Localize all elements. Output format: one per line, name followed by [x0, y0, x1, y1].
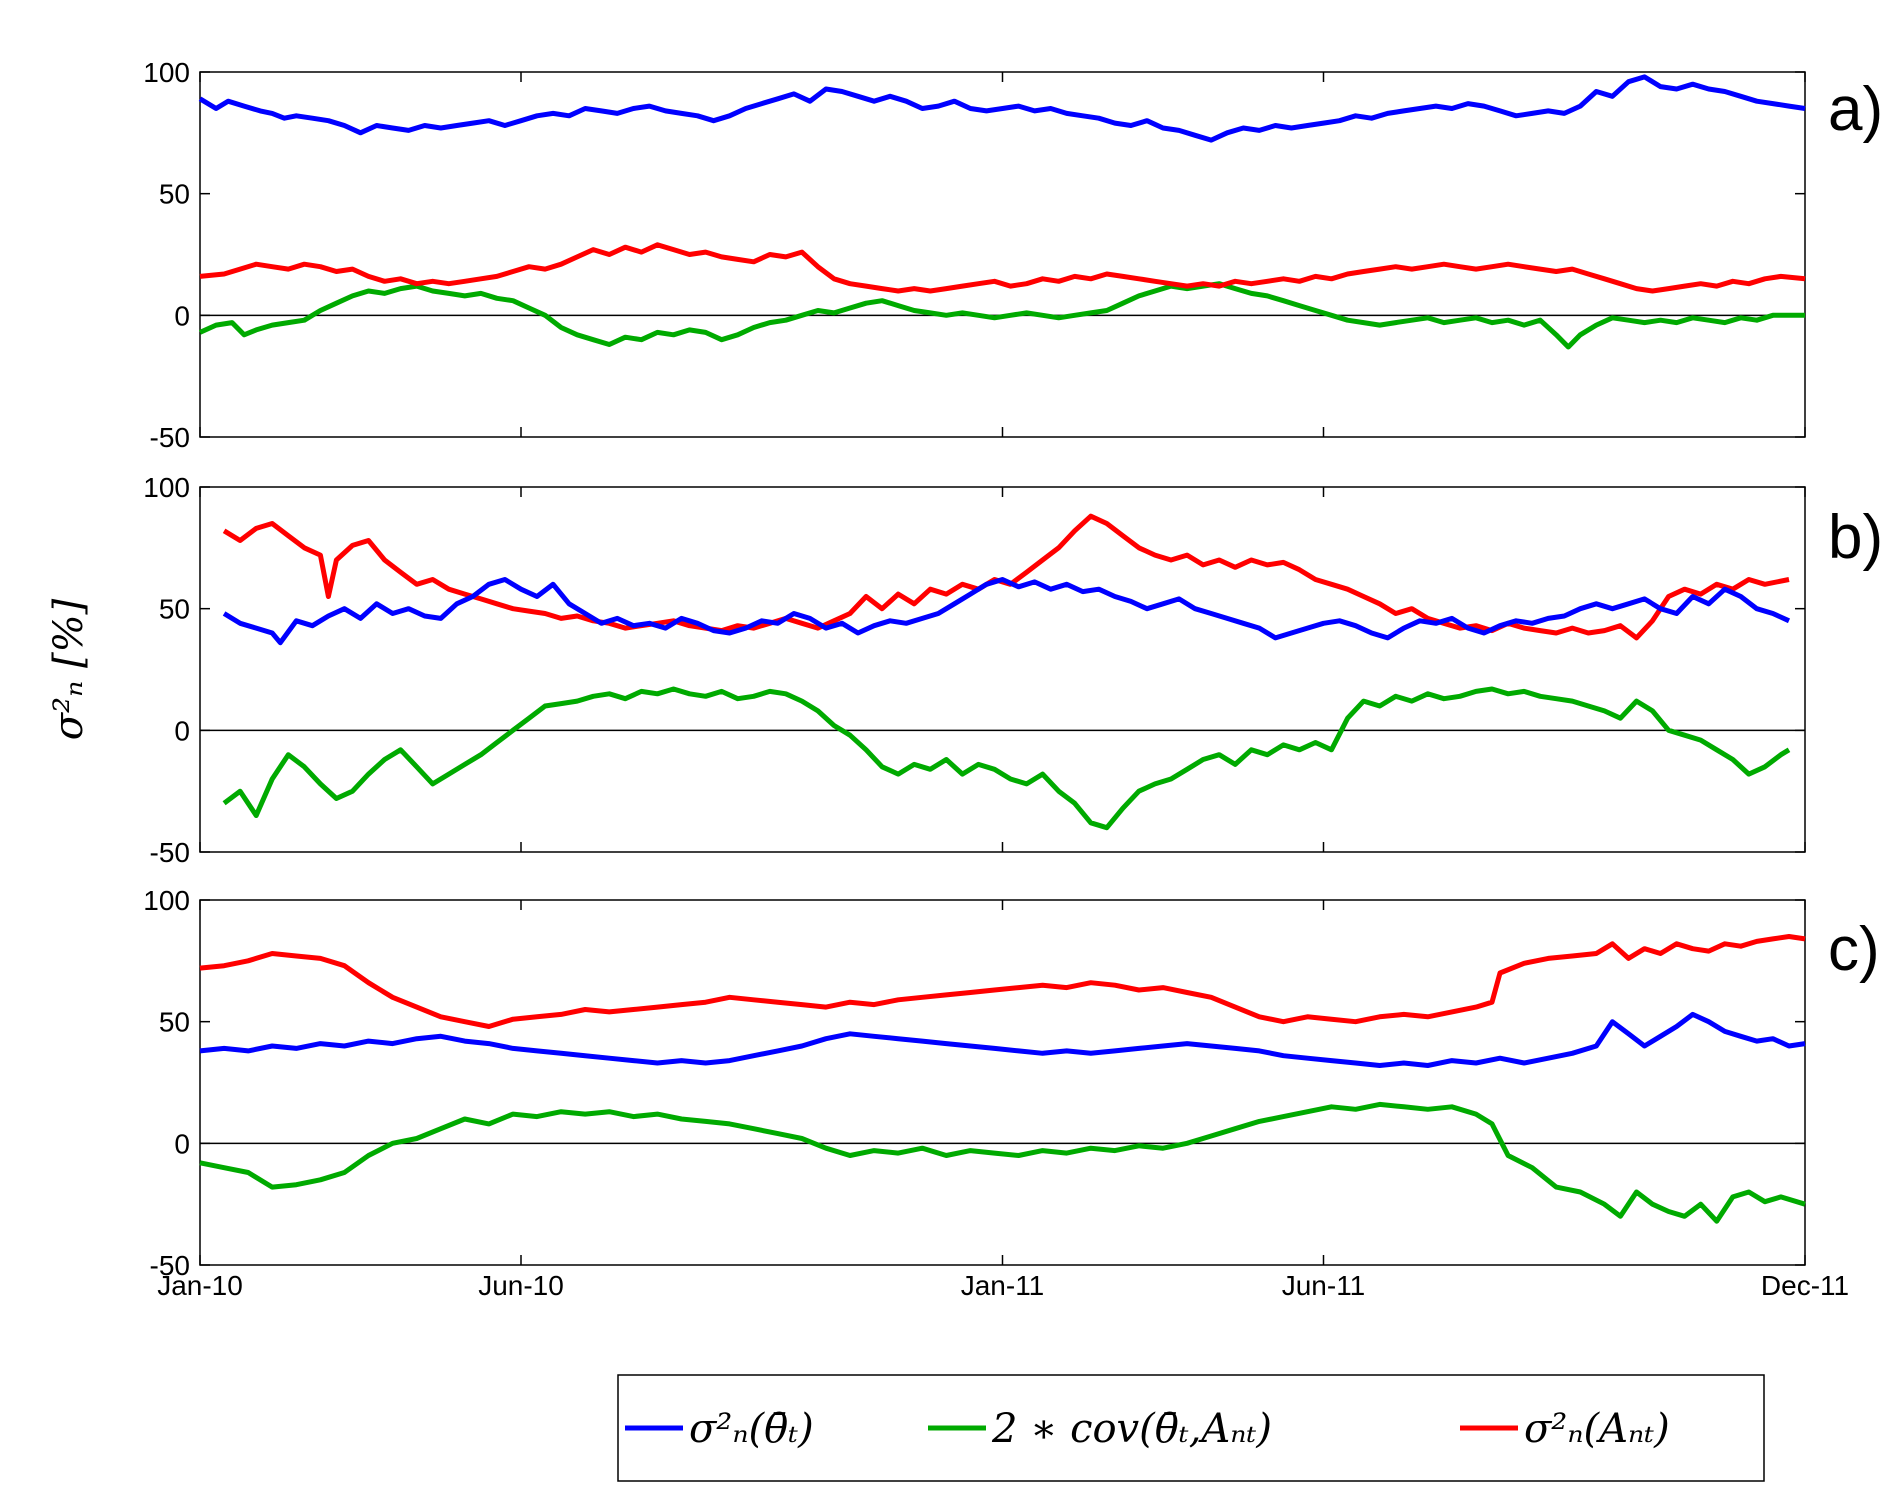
- x-tick-label: Jan-10: [157, 1270, 243, 1301]
- y-tick-label: 50: [159, 1007, 190, 1038]
- y-tick-label: 50: [159, 179, 190, 210]
- series-line-var-A: [199, 242, 1806, 294]
- y-axis-label: σ²ₙ [%]: [46, 598, 92, 740]
- series-line-var-theta: [222, 577, 1791, 646]
- panel-b: 100 50 0 -50 b) σ²ₙ [%]: [46, 472, 1883, 868]
- legend-label-cov: 2 ∗ cov(θ̄ₜ,Aₙₜ): [991, 1406, 1272, 1452]
- y-tick-label: -50: [150, 1250, 190, 1281]
- y-tick-label: 50: [159, 594, 190, 625]
- series-line-var-theta: [199, 1011, 1806, 1068]
- series-line-cov: [199, 1101, 1806, 1224]
- y-tick-label: -50: [150, 837, 190, 868]
- x-tick-label: Jun-10: [478, 1270, 564, 1301]
- panel-label: a): [1828, 75, 1883, 144]
- y-tick-label: -50: [150, 422, 190, 453]
- series-line-var-theta: [198, 74, 1806, 143]
- legend-label-var-theta: σ²ₙ(θ̄ₜ): [689, 1406, 814, 1452]
- panel-b-axes-frame: [199, 486, 1806, 853]
- x-tick-label: Dec-11: [1761, 1270, 1849, 1301]
- y-tick-label: 100: [143, 885, 190, 916]
- y-tick-label: 0: [174, 1128, 190, 1159]
- series-line-var-A: [199, 934, 1806, 1029]
- legend-box: [617, 1374, 1765, 1482]
- y-tick-label: 0: [174, 715, 190, 746]
- series-line-cov: [222, 686, 1791, 831]
- series-line-cov: [198, 281, 1805, 350]
- legend-label-var-A: σ²ₙ(Aₙₜ): [1524, 1406, 1670, 1452]
- x-tick-label: Jan-11: [961, 1270, 1045, 1301]
- panel-label: c): [1828, 915, 1880, 984]
- y-tick-label: 100: [143, 57, 190, 88]
- panel-a: 100 50 0 -50 a): [143, 57, 1883, 453]
- panel-label: b): [1828, 503, 1883, 572]
- legend: σ²ₙ(θ̄ₜ) 2 ∗ cov(θ̄ₜ,Aₙₜ) σ²ₙ(Aₙₜ): [617, 1374, 1765, 1482]
- x-tick-label: Jun-11: [1282, 1270, 1366, 1301]
- y-tick-label: 100: [143, 472, 190, 503]
- y-tick-label: 0: [174, 300, 190, 331]
